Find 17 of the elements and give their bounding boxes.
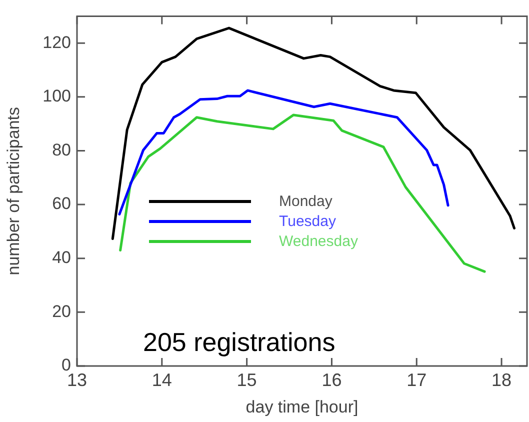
text: Monday <box>279 193 332 210</box>
y-tick-label: 60 <box>52 194 71 214</box>
x-tick-label: 14 <box>152 370 172 390</box>
x-tick-label: 15 <box>236 370 257 390</box>
x-tick-label: 16 <box>322 370 342 390</box>
x-axis-title: day time [hour] <box>246 397 358 416</box>
y-axis-title: number of participants <box>4 107 23 276</box>
annotation: 205 registrations <box>143 327 336 357</box>
y-tick-label: 80 <box>52 140 71 160</box>
y-tick-label: 40 <box>52 248 71 268</box>
y-tick-label: 100 <box>42 86 71 106</box>
x-tick-label: 17 <box>406 370 427 390</box>
y-tick-label: 20 <box>52 302 71 321</box>
text: Tuesday <box>279 213 336 230</box>
x-tick-label: 18 <box>492 370 512 390</box>
y-tick-label: 120 <box>42 32 71 52</box>
text: Wednesday <box>279 233 358 250</box>
